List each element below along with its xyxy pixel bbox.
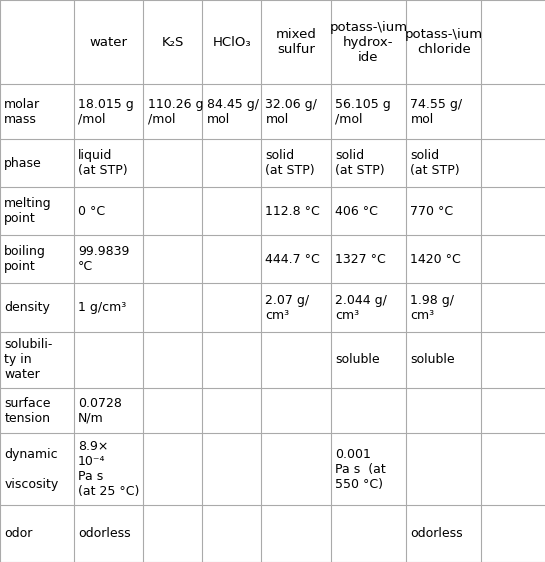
Text: dynamic

viscosity: dynamic viscosity <box>4 448 59 491</box>
Text: molar
mass: molar mass <box>4 98 40 126</box>
Text: 444.7 °C: 444.7 °C <box>265 253 320 266</box>
Text: surface
tension: surface tension <box>4 397 51 424</box>
Text: solid
(at STP): solid (at STP) <box>410 149 460 177</box>
Text: 2.07 g/
cm³: 2.07 g/ cm³ <box>265 293 310 321</box>
Text: 110.26 g
/mol: 110.26 g /mol <box>148 98 203 126</box>
Text: boiling
point: boiling point <box>4 246 46 274</box>
Text: odorless: odorless <box>78 527 131 540</box>
Text: 112.8 °C: 112.8 °C <box>265 205 320 218</box>
Text: odorless: odorless <box>410 527 463 540</box>
Text: liquid
(at STP): liquid (at STP) <box>78 149 128 177</box>
Text: water: water <box>89 35 128 49</box>
Text: odor: odor <box>4 527 33 540</box>
Text: 0 °C: 0 °C <box>78 205 105 218</box>
Text: soluble: soluble <box>410 353 455 366</box>
Text: 406 °C: 406 °C <box>335 205 378 218</box>
Text: 1.98 g/
cm³: 1.98 g/ cm³ <box>410 293 455 321</box>
Text: 56.105 g
/mol: 56.105 g /mol <box>335 98 391 126</box>
Text: melting
point: melting point <box>4 197 52 225</box>
Text: 1327 °C: 1327 °C <box>335 253 386 266</box>
Text: potass-\ium
chloride: potass-\ium chloride <box>404 28 483 56</box>
Text: mixed
sulfur: mixed sulfur <box>275 28 316 56</box>
Text: potass-\ium
hydrox-
ide: potass-\ium hydrox- ide <box>329 21 408 64</box>
Text: 8.9×
10⁻⁴
Pa s
(at 25 °C): 8.9× 10⁻⁴ Pa s (at 25 °C) <box>78 440 140 498</box>
Text: solubili-
ty in
water: solubili- ty in water <box>4 338 53 381</box>
Text: 74.55 g/
mol: 74.55 g/ mol <box>410 98 463 126</box>
Text: HClO₃: HClO₃ <box>213 35 251 49</box>
Text: 1420 °C: 1420 °C <box>410 253 461 266</box>
Text: K₂S: K₂S <box>161 35 184 49</box>
Text: density: density <box>4 301 50 314</box>
Text: 99.9839
°C: 99.9839 °C <box>78 246 129 274</box>
Text: 0.001
Pa s  (at
550 °C): 0.001 Pa s (at 550 °C) <box>335 448 386 491</box>
Text: 32.06 g/
mol: 32.06 g/ mol <box>265 98 317 126</box>
Text: solid
(at STP): solid (at STP) <box>265 149 315 177</box>
Text: 84.45 g/
mol: 84.45 g/ mol <box>207 98 258 126</box>
Text: 18.015 g
/mol: 18.015 g /mol <box>78 98 134 126</box>
Text: solid
(at STP): solid (at STP) <box>335 149 385 177</box>
Text: 1 g/cm³: 1 g/cm³ <box>78 301 126 314</box>
Text: 770 °C: 770 °C <box>410 205 453 218</box>
Text: soluble: soluble <box>335 353 380 366</box>
Text: phase: phase <box>4 157 42 170</box>
Text: 0.0728
N/m: 0.0728 N/m <box>78 397 122 424</box>
Text: 2.044 g/
cm³: 2.044 g/ cm³ <box>335 293 387 321</box>
